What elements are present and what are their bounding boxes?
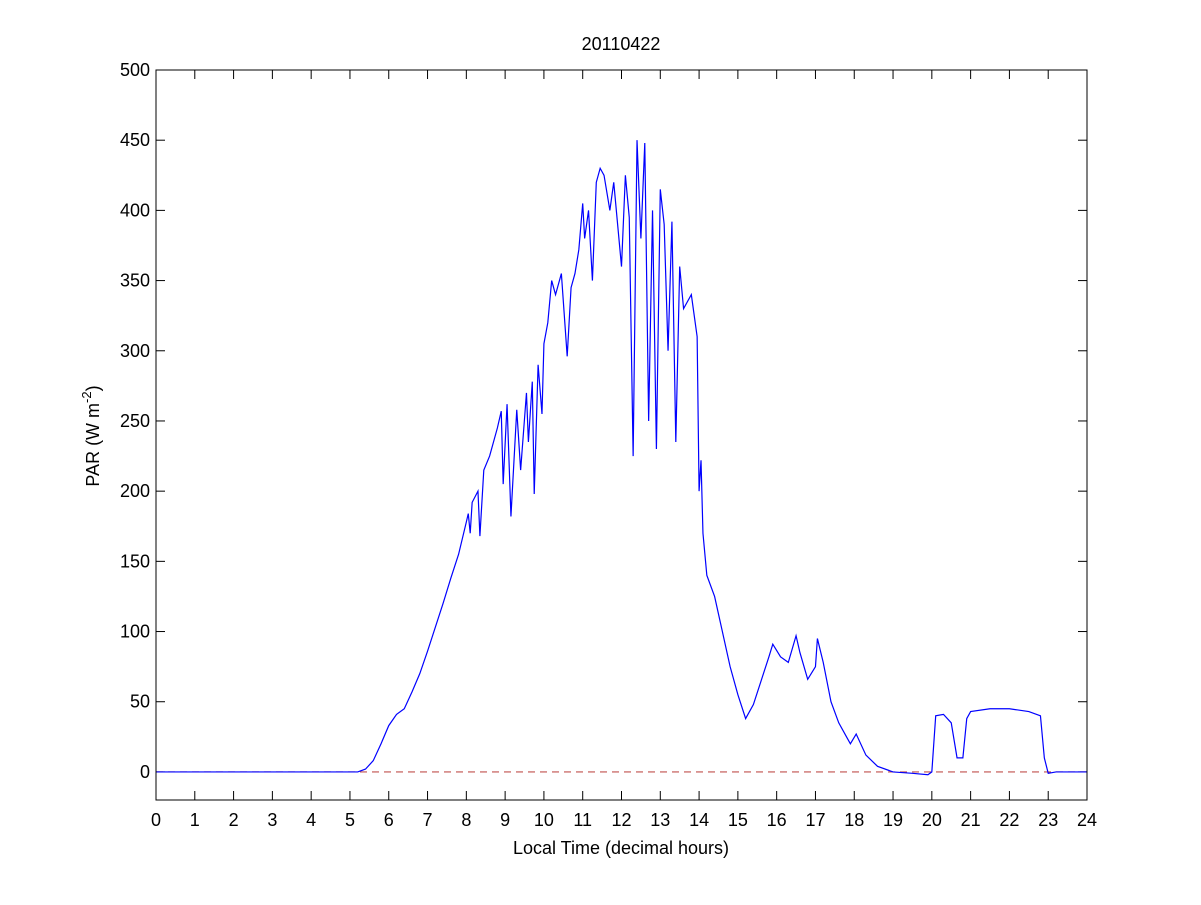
x-tick-label: 14 bbox=[689, 810, 709, 830]
y-tick-label: 250 bbox=[120, 411, 150, 431]
x-tick-label: 23 bbox=[1038, 810, 1058, 830]
y-tick-label: 300 bbox=[120, 341, 150, 361]
x-tick-label: 22 bbox=[999, 810, 1019, 830]
x-tick-label: 19 bbox=[883, 810, 903, 830]
x-tick-label: 11 bbox=[573, 810, 592, 830]
x-tick-label: 15 bbox=[728, 810, 748, 830]
y-label-superscript: -2 bbox=[79, 391, 94, 403]
chart-title: 20110422 bbox=[582, 34, 661, 54]
x-tick-label: 9 bbox=[500, 810, 510, 830]
y-tick-label: 450 bbox=[120, 130, 150, 150]
x-tick-label: 18 bbox=[844, 810, 864, 830]
y-label-suffix: ) bbox=[83, 385, 103, 391]
plot-frame bbox=[155, 69, 1088, 801]
y-tick-label: 50 bbox=[130, 692, 150, 712]
y-tick-label: 150 bbox=[120, 551, 150, 571]
x-tick-label: 10 bbox=[534, 810, 554, 830]
x-tick-label: 24 bbox=[1077, 810, 1097, 830]
x-tick-label: 5 bbox=[345, 810, 355, 830]
y-tick-label: 100 bbox=[120, 622, 150, 642]
y-tick-label: 500 bbox=[120, 60, 150, 80]
x-tick-label: 4 bbox=[306, 810, 316, 830]
x-axis-label: Local Time (decimal hours) bbox=[513, 838, 729, 858]
y-label-text: PAR (W m bbox=[83, 403, 103, 487]
x-tick-label: 21 bbox=[961, 810, 981, 830]
y-axis-label: PAR (W m-2) bbox=[79, 385, 103, 486]
x-tick-label: 20 bbox=[922, 810, 942, 830]
x-tick-label: 2 bbox=[229, 810, 239, 830]
y-tick-label: 0 bbox=[140, 762, 150, 782]
x-tick-label: 13 bbox=[650, 810, 670, 830]
x-tick-label: 7 bbox=[423, 810, 433, 830]
x-tick-label: 8 bbox=[461, 810, 471, 830]
y-tick-label: 350 bbox=[120, 271, 150, 291]
x-tick-label: 3 bbox=[267, 810, 277, 830]
x-tick-label: 17 bbox=[805, 810, 825, 830]
x-tick-label: 1 bbox=[190, 810, 200, 830]
y-tick-label: 400 bbox=[120, 200, 150, 220]
x-tick-label: 0 bbox=[151, 810, 161, 830]
x-tick-label: 16 bbox=[767, 810, 787, 830]
y-tick-label: 200 bbox=[120, 481, 150, 501]
data-line bbox=[156, 140, 1087, 776]
x-tick-label: 6 bbox=[384, 810, 394, 830]
x-tick-label: 12 bbox=[611, 810, 631, 830]
